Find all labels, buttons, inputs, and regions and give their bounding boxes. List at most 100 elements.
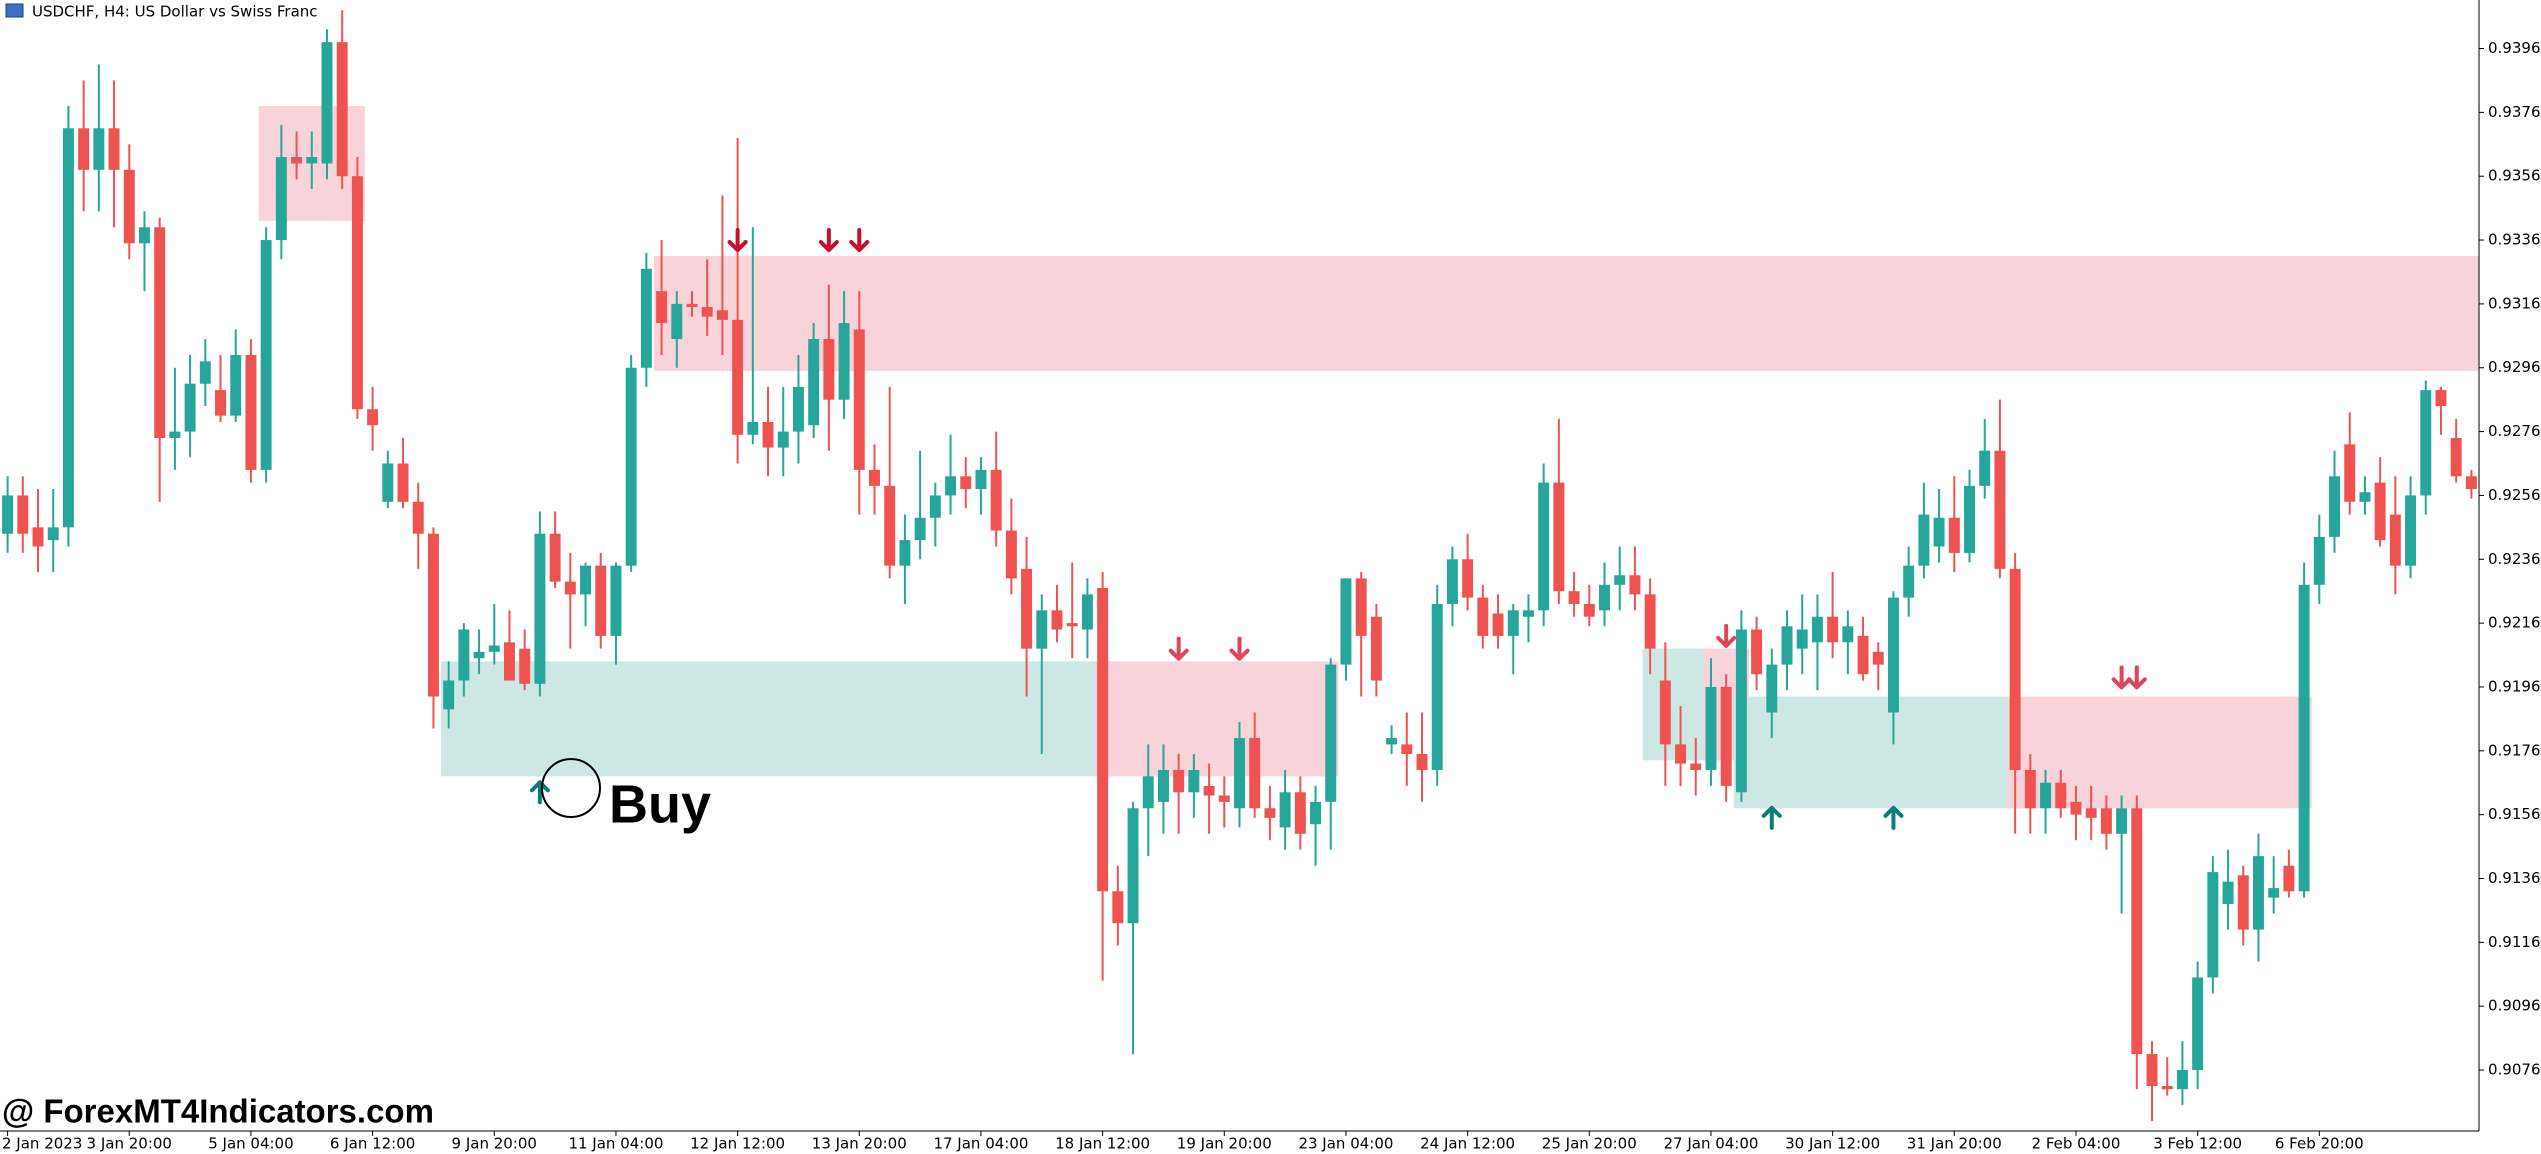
candle-body: [1522, 610, 1534, 617]
x-tick-label: 6 Jan 12:00: [330, 1135, 415, 1153]
candle-body: [1766, 664, 1778, 713]
x-tick-label: 3 Jan 20:00: [87, 1135, 172, 1153]
candle-body: [2207, 872, 2219, 978]
candle-body: [534, 533, 546, 684]
candle-body: [640, 268, 652, 368]
candle-body: [1234, 738, 1245, 809]
candle-body: [1538, 482, 1550, 611]
candle-body: [2389, 514, 2401, 566]
candle-body: [519, 648, 531, 684]
candle-body: [1081, 594, 1093, 630]
candle-body: [1325, 664, 1337, 802]
candle-body: [1842, 626, 1854, 643]
x-tick-label: 6 Feb 20:00: [2275, 1135, 2364, 1153]
candle-body: [1036, 610, 1048, 649]
candle-body: [792, 386, 804, 432]
candle-body: [564, 581, 576, 595]
candle-body: [1142, 776, 1154, 809]
candle-body: [656, 291, 668, 324]
candle-body: [306, 157, 318, 164]
x-tick-label: 25 Jan 20:00: [1542, 1135, 1637, 1153]
x-tick-label: 27 Jan 04:00: [1663, 1135, 1758, 1153]
signal-arrow: [727, 228, 748, 253]
candle-body: [1872, 651, 1884, 665]
candle-body: [1614, 575, 1626, 585]
candle-body: [1720, 686, 1732, 786]
candle-body: [2146, 1054, 2158, 1086]
candle-body: [853, 329, 865, 470]
candle-body: [960, 476, 972, 490]
candle-body: [808, 339, 820, 426]
candle-body: [2435, 390, 2447, 407]
candle-body: [625, 367, 637, 566]
candle-body: [443, 680, 455, 710]
x-tick-label: 3 Feb 12:00: [2153, 1135, 2242, 1153]
candle-body: [716, 310, 728, 320]
candle-body: [199, 361, 211, 384]
candle-body: [2009, 568, 2021, 770]
candle-body: [1964, 485, 1975, 553]
candle-body: [1264, 808, 1276, 818]
candle-body: [2450, 437, 2462, 477]
candle-body: [990, 469, 1002, 531]
candle-body: [1690, 763, 1702, 770]
x-tick-label: 19 Jan 20:00: [1177, 1135, 1272, 1153]
candle-body: [1051, 610, 1063, 630]
candle-body: [382, 463, 394, 502]
candle-body: [367, 409, 379, 426]
candle-body: [412, 501, 424, 534]
candle-body: [2405, 495, 2417, 566]
x-tick-label: 5 Jan 04:00: [208, 1135, 293, 1153]
zone: [653, 256, 2480, 371]
candle-body: [884, 485, 896, 566]
x-tick-label: 24 Jan 12:00: [1420, 1135, 1515, 1153]
x-tick-label: 18 Jan 12:00: [1055, 1135, 1150, 1153]
candle-body: [1310, 801, 1322, 825]
candle-body: [1811, 616, 1823, 643]
candle-body: [1370, 616, 1382, 681]
candle-body: [1659, 680, 1671, 745]
candle-body: [1218, 795, 1230, 802]
candle-body: [1705, 686, 1717, 770]
candle-body: [2100, 808, 2112, 834]
x-tick-label: 30 Jan 12:00: [1785, 1135, 1880, 1153]
candle-body: [2131, 808, 2143, 1055]
candle-body: [686, 303, 698, 308]
candle-body: [123, 169, 135, 244]
candle-body: [108, 128, 120, 170]
candle-body: [2, 495, 14, 534]
candle-body: [1005, 530, 1017, 579]
candle-body: [1781, 626, 1793, 665]
x-tick-label: 31 Jan 20:00: [1907, 1135, 2002, 1153]
candle-body: [945, 476, 957, 496]
candle-body: [2253, 856, 2264, 930]
candle-body: [1751, 629, 1763, 675]
candle-body: [975, 469, 987, 490]
candle-body: [2070, 801, 2082, 815]
candle-body: [2237, 875, 2249, 930]
candle-body: [1583, 603, 1595, 617]
signal-arrow: [1883, 805, 1904, 830]
candle-body: [595, 565, 607, 636]
candle-body: [1644, 594, 1656, 649]
candle-body: [1492, 613, 1504, 636]
x-tick-label: 2 Jan 2023: [2, 1135, 82, 1153]
candle-body: [2268, 888, 2280, 898]
chart-title: USDCHF, H4: US Dollar vs Swiss Franc: [32, 3, 318, 21]
candle-body: [1827, 616, 1839, 643]
candle-body: [2465, 476, 2477, 490]
candle-body: [2176, 1070, 2188, 1090]
candle-body: [671, 303, 683, 340]
candle-body: [2192, 977, 2204, 1071]
candle-body: [321, 42, 333, 164]
candle-body: [32, 527, 44, 547]
